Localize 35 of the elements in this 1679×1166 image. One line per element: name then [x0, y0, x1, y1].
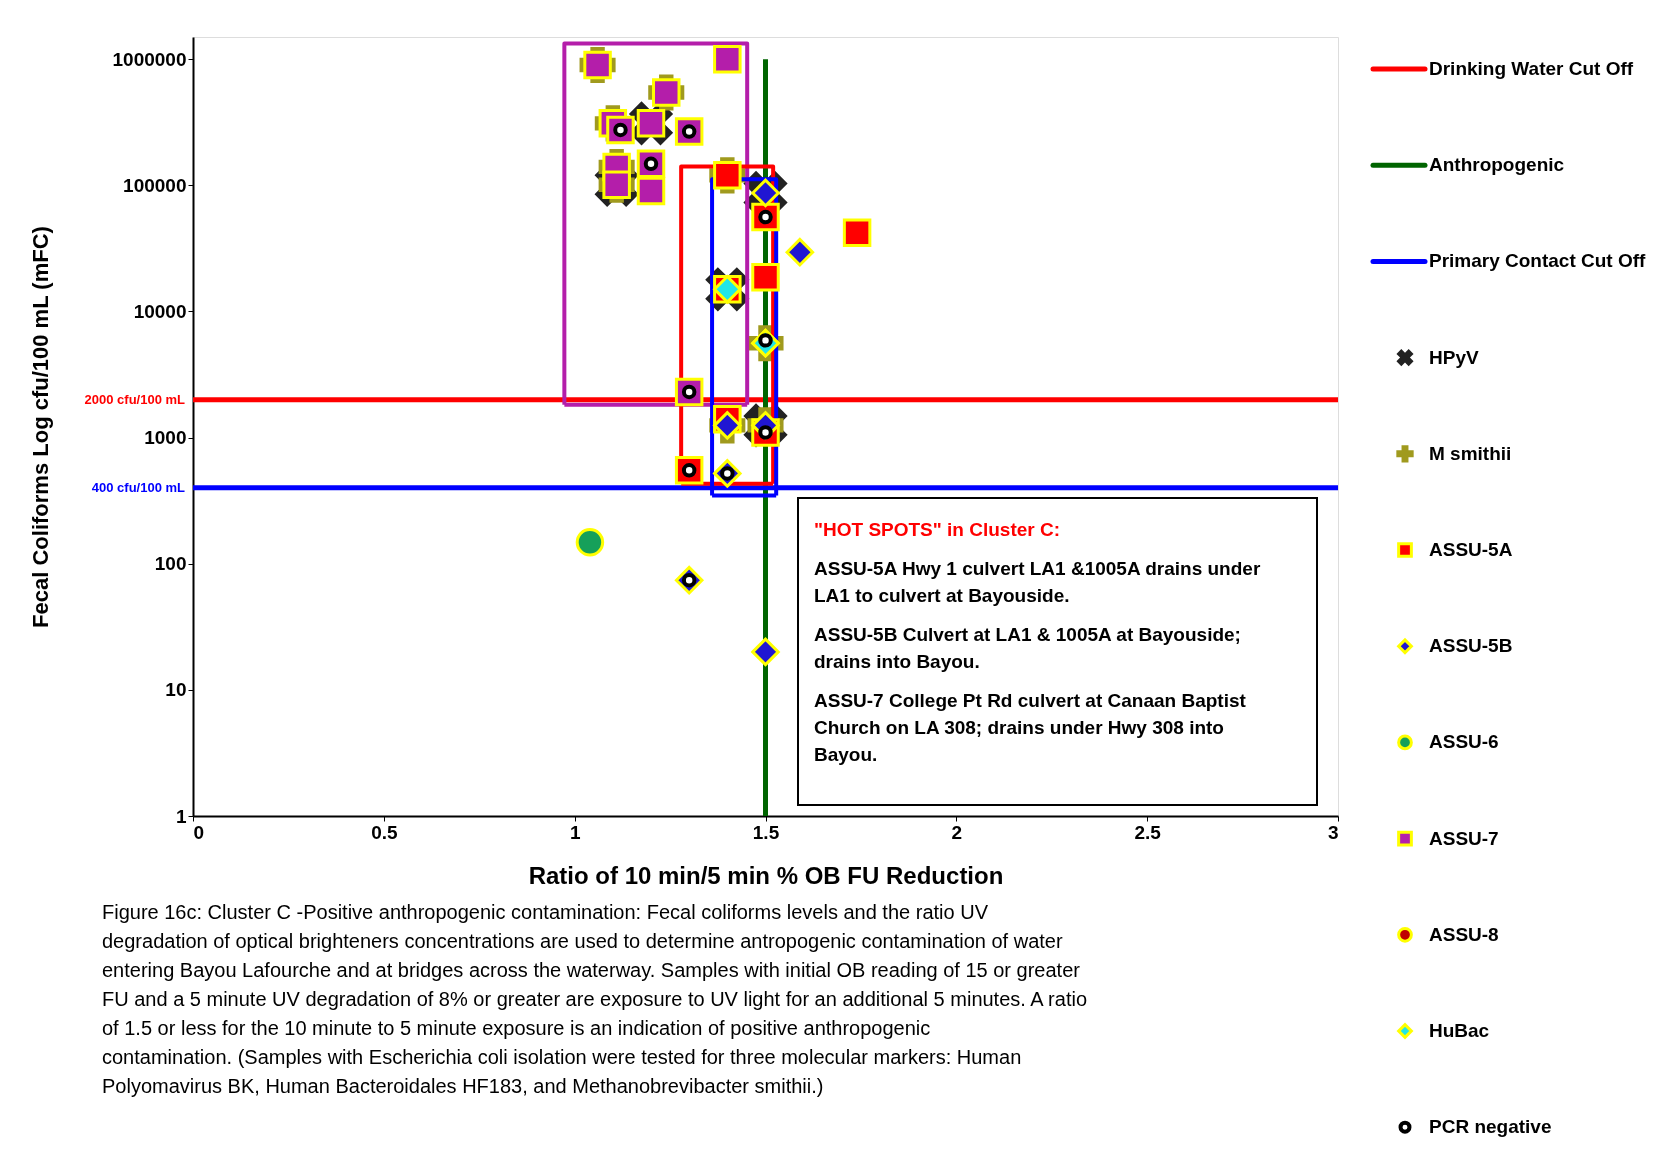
x-tick-label: 1.5	[752, 821, 780, 843]
y-tick-label: 10	[165, 679, 187, 701]
y-tick-label: 1	[175, 805, 187, 827]
legend-label: ASSU-7	[1429, 827, 1499, 849]
legend-label: ASSU-8	[1429, 923, 1499, 945]
annotation: ASSU-5B Culvert at LA1 & 1005A at Bayouside; drains into Bayou.	[814, 624, 1241, 672]
legend-label: PCR negative	[1429, 1116, 1552, 1138]
caption: Figure 16c: Cluster C -Positive anthropogenic contamination: Fecal coliforms levels and the ratio UV degradation of optical brighteners concentrations are used to determine antropogenic contamination of water entering Bayou Lafourche and at bridges across the waterway. Samples with initial OB reading of 15 or greater FU and a 5 minute UV degradation of 8% or greater are exposure to UV light for an additional 5 minutes. A ratio of 1.5 or less for the 10 minute to 5 minute exposure is an indication of positive anthropogenic contamination. (Samples with Escherichia coli isolation were tested for three molecular markers: Human Polyomavirus BK, Human Bacteroidales HF183, and Methanobrevibacter smithii.)	[102, 901, 1088, 1097]
y-tick-label: 100000	[123, 174, 187, 196]
legend-label: ASSU-5B	[1429, 635, 1513, 657]
x-tick-label: 2.5	[1134, 821, 1162, 843]
x-tick-label: 2	[951, 821, 963, 843]
x-tick-label: 0	[193, 821, 205, 843]
annotation: ASSU-7 College Pt Rd culvert at Canaan Baptist Church on LA 308; drains under Hwy 308 into Bayou.	[814, 690, 1247, 765]
legend-label: Anthropogenic	[1429, 154, 1565, 176]
x-tick-label: 1	[569, 821, 581, 843]
x-tick-label: 0.5	[371, 821, 398, 843]
legend-label: ASSU-6	[1429, 731, 1499, 753]
legend-label: Drinking Water Cut Off	[1429, 58, 1634, 79]
y-tick-label: 100	[154, 553, 187, 575]
annotation: 2000 cfu/100 mL	[84, 391, 186, 407]
y-axis-title: Fecal Coliforms Log cfu/100 mL (mFC)	[27, 226, 53, 628]
annotation: "HOT SPOTS" in Cluster C:	[814, 519, 1061, 540]
legend-label: Primary Contact Cut Off	[1429, 250, 1647, 272]
x-tick-label: 3	[1327, 821, 1339, 843]
legend-label: M smithii	[1429, 442, 1512, 464]
legend-label: ASSU-5A	[1429, 539, 1513, 560]
annotation: 400 cfu/100 mL	[91, 479, 186, 495]
y-tick-label: 1000000	[112, 48, 187, 70]
annotation: ASSU-5A Hwy 1 culvert LA1 &1005A drains under LA1 to culvert at Bayouside.	[814, 558, 1261, 606]
x-axis-title: Ratio of 10 min/5 min % OB FU Reduction	[528, 861, 1004, 889]
legend-label: HPyV	[1429, 346, 1479, 368]
y-tick-label: 1000	[144, 427, 187, 449]
legend-label: HuBac	[1429, 1020, 1490, 1041]
y-tick-label: 10000	[133, 300, 187, 322]
